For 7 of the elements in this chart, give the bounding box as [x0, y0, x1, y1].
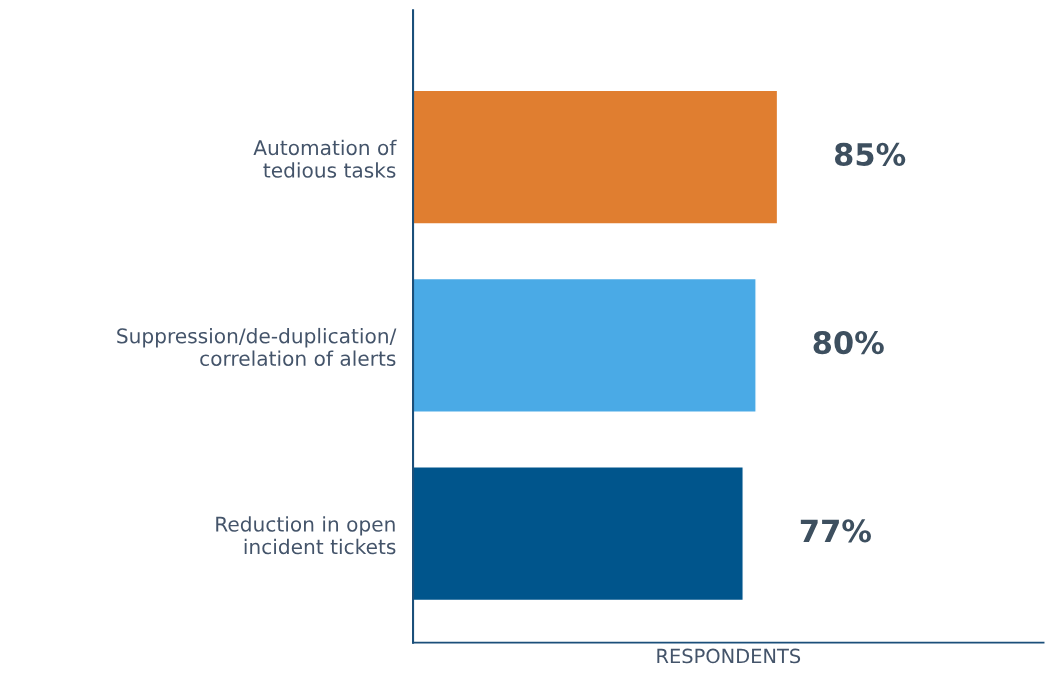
y-tick-label: Reduction in open incident tickets	[216, 516, 396, 555]
data-label: 85%	[834, 142, 906, 166]
data-label: 77%	[800, 519, 871, 543]
y-tick-label: Automation of tedious tasks	[253, 139, 397, 178]
data-label: 80%	[813, 331, 884, 355]
x-axis-title: RESPONDENTS	[657, 648, 801, 664]
y-tick-label: Suppression/de-duplication/ correlation of alerts	[117, 327, 397, 367]
